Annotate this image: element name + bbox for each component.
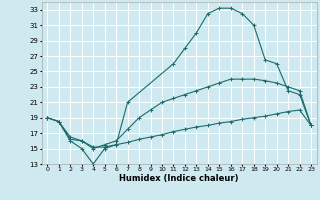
X-axis label: Humidex (Indice chaleur): Humidex (Indice chaleur)	[119, 174, 239, 183]
